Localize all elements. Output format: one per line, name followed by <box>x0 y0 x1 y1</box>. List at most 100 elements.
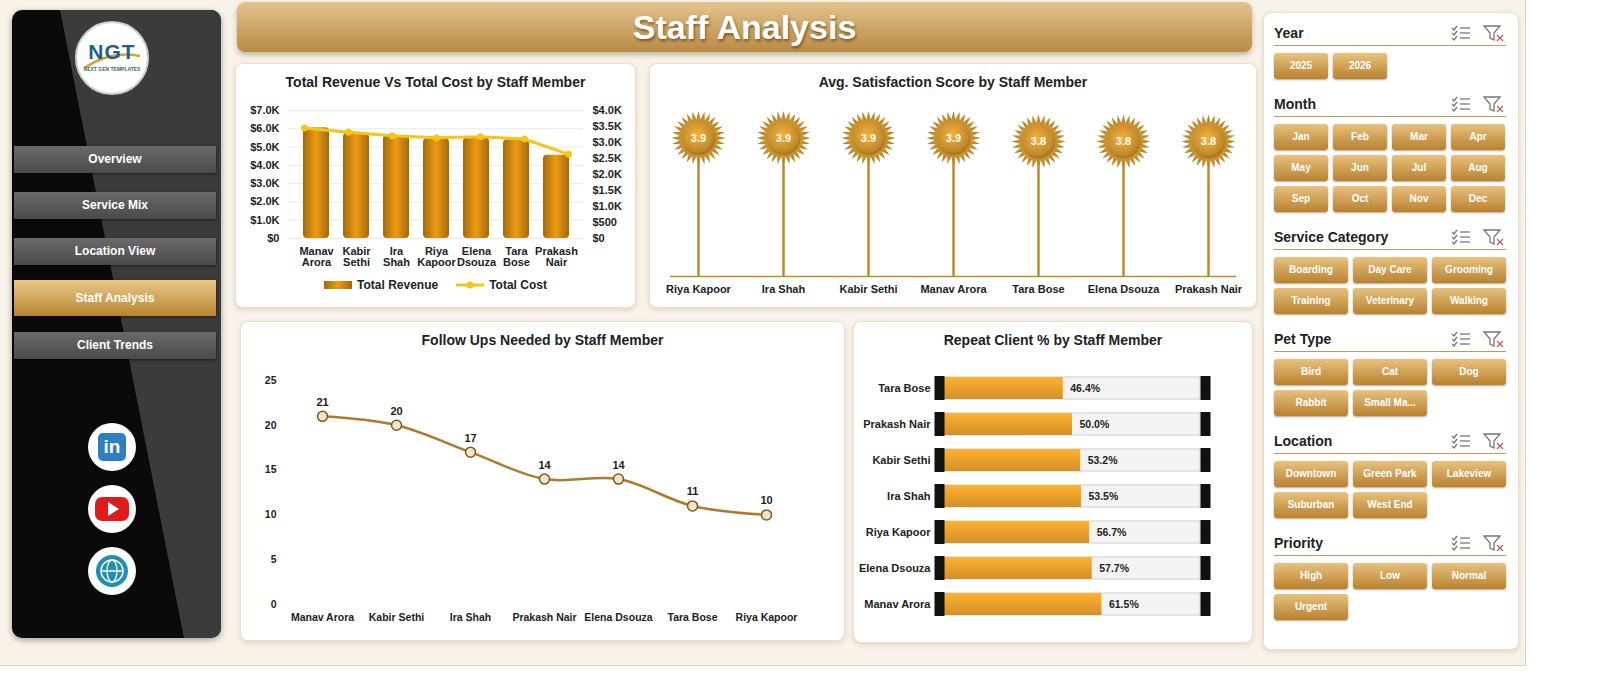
svg-text:15: 15 <box>265 463 277 475</box>
svg-text:$2.5K: $2.5K <box>593 152 622 164</box>
svg-text:0: 0 <box>271 598 277 610</box>
svg-text:14: 14 <box>538 459 551 471</box>
svg-text:Prakash Nair: Prakash Nair <box>863 418 931 430</box>
svg-text:Kabir Sethi: Kabir Sethi <box>872 454 930 466</box>
svg-text:RiyaKapoor: RiyaKapoor <box>417 245 456 268</box>
html-text:Month: Month <box>1274 96 1316 112</box>
svg-text:21: 21 <box>316 396 328 408</box>
svg-text:$0: $0 <box>593 232 605 244</box>
svg-text:$3.0K: $3.0K <box>250 177 279 189</box>
svg-text:61.5%: 61.5% <box>1109 598 1139 610</box>
html-text:Apr: Apr <box>1469 131 1487 142</box>
svg-text:17: 17 <box>464 432 476 444</box>
html-text:Location: Location <box>1274 433 1333 449</box>
svg-text:14: 14 <box>612 459 625 471</box>
svg-text:20: 20 <box>265 419 277 431</box>
svg-text:Tara Bose: Tara Bose <box>878 382 930 394</box>
html-text:Total Cost: Total Cost <box>489 278 547 292</box>
svg-text:25: 25 <box>265 374 277 386</box>
svg-text:Prakash Nair: Prakash Nair <box>512 611 576 623</box>
html-text:Avg. Satisfaction Score by Sta: Avg. Satisfaction Score by Staff Member <box>818 74 1088 90</box>
html-text:Feb: Feb <box>1351 131 1369 142</box>
html-text:Year: Year <box>1274 25 1304 41</box>
svg-text:$4.0K: $4.0K <box>250 159 279 171</box>
svg-text:$1.0K: $1.0K <box>593 200 622 212</box>
svg-text:$5.0K: $5.0K <box>250 141 279 153</box>
html-text:Overview: Overview <box>88 152 142 166</box>
svg-text:Elena Dsouza: Elena Dsouza <box>859 562 931 574</box>
svg-text:Kabir Sethi: Kabir Sethi <box>369 611 425 623</box>
svg-text:5: 5 <box>271 553 277 565</box>
svg-text:3.9: 3.9 <box>946 132 961 144</box>
svg-text:46.4%: 46.4% <box>1070 382 1100 394</box>
svg-text:Tara Bose: Tara Bose <box>1012 283 1064 295</box>
html-text:Priority: Priority <box>1274 535 1323 551</box>
svg-text:Elena Dsouza: Elena Dsouza <box>584 611 652 623</box>
svg-text:Ira Shah: Ira Shah <box>450 611 491 623</box>
svg-text:Ira Shah: Ira Shah <box>887 490 931 502</box>
svg-text:$2.0K: $2.0K <box>250 195 279 207</box>
svg-text:Ira Shah: Ira Shah <box>762 283 806 295</box>
svg-text:Manav Arora: Manav Arora <box>864 598 931 610</box>
svg-text:$7.0K: $7.0K <box>250 104 279 116</box>
svg-text:20: 20 <box>390 405 402 417</box>
svg-text:$2.0K: $2.0K <box>593 168 622 180</box>
svg-text:TaraBose: TaraBose <box>503 245 530 268</box>
svg-text:Manav Arora: Manav Arora <box>291 611 354 623</box>
svg-text:$4.0K: $4.0K <box>593 104 622 116</box>
svg-text:$1.0K: $1.0K <box>250 214 279 226</box>
svg-text:Prakash Nair: Prakash Nair <box>1175 283 1243 295</box>
html-text:NGT: NGT <box>88 40 136 63</box>
svg-text:3.8: 3.8 <box>1201 135 1216 147</box>
svg-text:$3.0K: $3.0K <box>593 136 622 148</box>
html-text:2026: 2026 <box>1348 60 1372 71</box>
svg-text:ManavArora: ManavArora <box>299 245 334 268</box>
svg-text:Riya Kapoor: Riya Kapoor <box>736 611 798 623</box>
svg-text:11: 11 <box>687 485 699 497</box>
html-text:Jun: Jun <box>1351 162 1369 173</box>
svg-text:3.9: 3.9 <box>691 132 706 144</box>
html-text:Mar: Mar <box>1410 131 1428 142</box>
html-text:Client Trends: Client Trends <box>77 338 153 352</box>
svg-text:Riya Kapoor: Riya Kapoor <box>666 283 732 295</box>
svg-text:Riya Kapoor: Riya Kapoor <box>866 526 932 538</box>
html-text:Service Mix: Service Mix <box>82 198 148 212</box>
html-text:Service Category: Service Category <box>1274 229 1389 245</box>
html-text:2025: 2025 <box>1289 60 1313 71</box>
html-text:Location View: Location View <box>74 244 156 258</box>
svg-text:KabirSethi: KabirSethi <box>342 245 371 268</box>
svg-text:ElenaDsouza: ElenaDsouza <box>457 245 497 268</box>
svg-text:PrakashNair: PrakashNair <box>535 245 578 268</box>
svg-text:Kabir Sethi: Kabir Sethi <box>839 283 897 295</box>
html-text:Total Revenue Vs Total Cost by: Total Revenue Vs Total Cost by Staff Mem… <box>285 74 586 90</box>
svg-text:56.7%: 56.7% <box>1097 526 1127 538</box>
html-text:Total Revenue: Total Revenue <box>357 278 439 292</box>
html-text:Staff Analysis: Staff Analysis <box>632 8 857 46</box>
svg-text:$1.5K: $1.5K <box>593 184 622 196</box>
svg-text:$6.0K: $6.0K <box>250 122 279 134</box>
html-text:Follow Ups Needed by Staff Mem: Follow Ups Needed by Staff Member <box>421 332 664 348</box>
svg-text:Tara Bose: Tara Bose <box>668 611 718 623</box>
html-text:Pet Type: Pet Type <box>1274 331 1332 347</box>
html-text:Staff Analysis: Staff Analysis <box>75 291 155 305</box>
svg-text:$0: $0 <box>267 232 279 244</box>
svg-text:10: 10 <box>265 508 277 520</box>
svg-text:3.8: 3.8 <box>1031 135 1046 147</box>
html-text:in: in <box>103 436 121 457</box>
svg-text:Manav Arora: Manav Arora <box>920 283 987 295</box>
svg-text:53.2%: 53.2% <box>1088 454 1118 466</box>
svg-text:Elena Dsouza: Elena Dsouza <box>1088 283 1160 295</box>
svg-text:3.9: 3.9 <box>776 132 791 144</box>
svg-text:$3.5K: $3.5K <box>593 120 622 132</box>
html-text:Jan: Jan <box>1292 131 1310 142</box>
html-text:May: May <box>1291 162 1311 173</box>
svg-text:53.5%: 53.5% <box>1088 490 1118 502</box>
svg-text:50.0%: 50.0% <box>1080 418 1110 430</box>
html-text:Repeat Client % by Staff Membe: Repeat Client % by Staff Member <box>943 332 1163 348</box>
svg-text:3.9: 3.9 <box>861 132 876 144</box>
svg-text:IraShah: IraShah <box>383 245 410 268</box>
svg-text:10: 10 <box>760 494 772 506</box>
svg-text:57.7%: 57.7% <box>1099 562 1129 574</box>
svg-text:3.8: 3.8 <box>1116 135 1131 147</box>
svg-text:$500: $500 <box>593 216 617 228</box>
